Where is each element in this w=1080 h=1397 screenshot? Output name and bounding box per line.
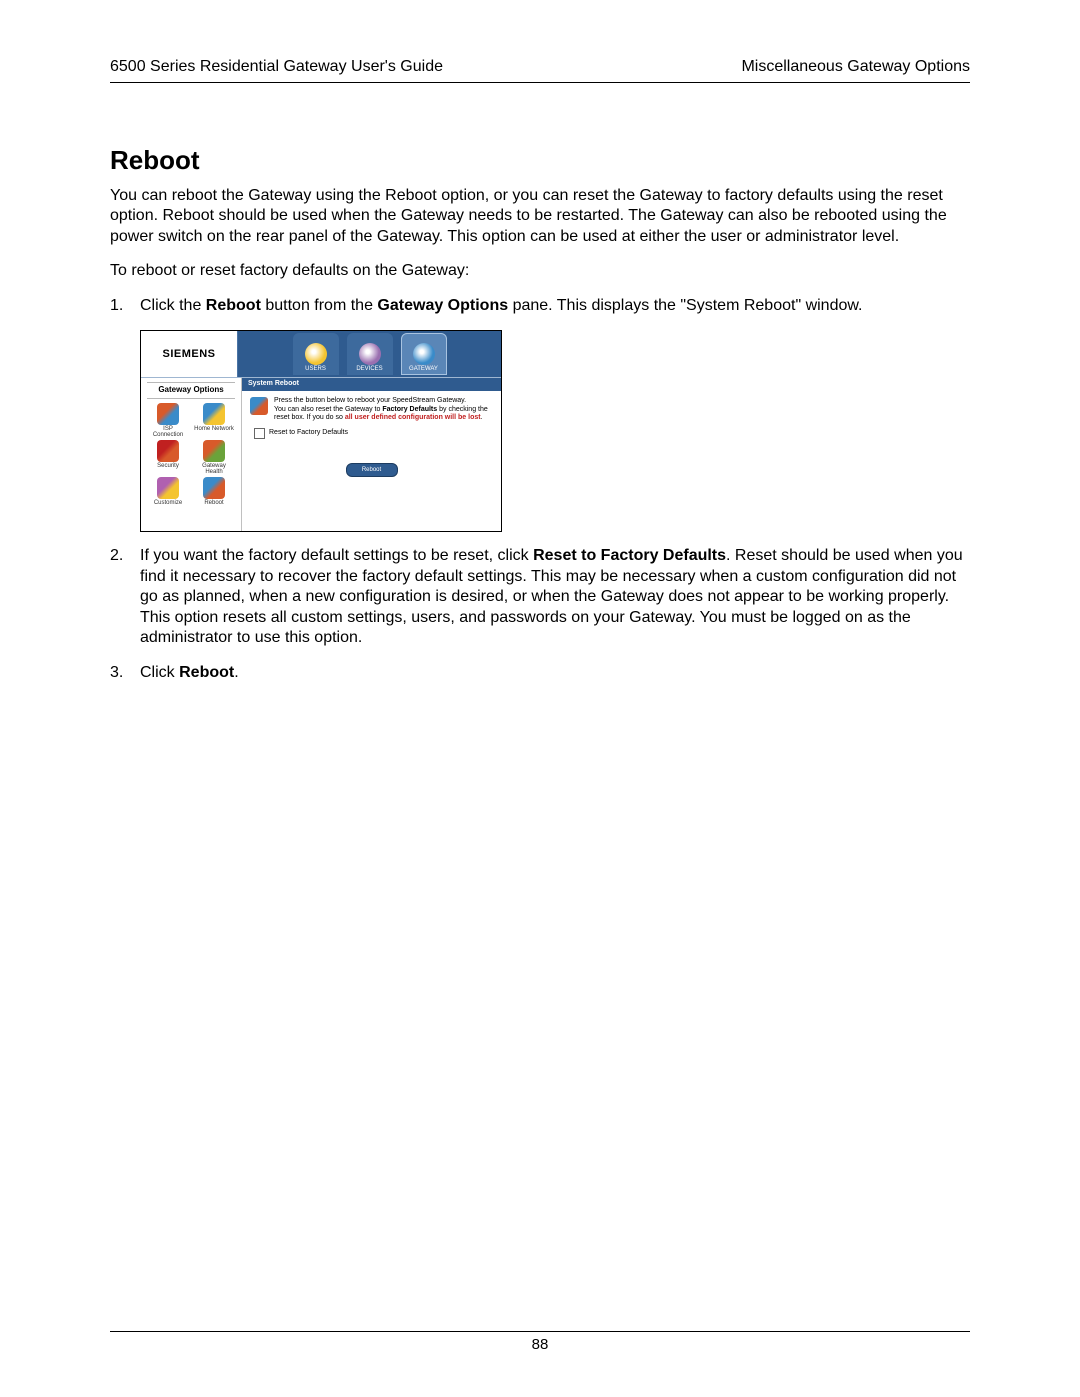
- header-left: 6500 Series Residential Gateway User's G…: [110, 58, 443, 76]
- sidebar-item-icon: [157, 440, 179, 462]
- reset-checkbox-row: Reset to Factory Defaults: [254, 428, 493, 439]
- content-message: Press the button below to reboot your Sp…: [250, 397, 493, 422]
- text: You can also reset the Gateway to: [274, 406, 382, 413]
- tab-devices[interactable]: DEVICES: [347, 333, 393, 375]
- step-2: 2. If you want the factory default setti…: [110, 546, 970, 648]
- sidebar-item-icon: [157, 403, 179, 425]
- sidebar-item-label: Gateway Health: [194, 463, 234, 475]
- screenshot-main: Gateway Options ISP Connection Home Netwo…: [141, 377, 501, 531]
- text: pane. This displays the "System Reboot" …: [508, 297, 862, 314]
- step-number: 2.: [110, 546, 140, 648]
- reboot-icon: [250, 397, 268, 415]
- gateway-icon: [413, 343, 435, 365]
- tab-label: DEVICES: [356, 366, 382, 374]
- text: .: [234, 664, 238, 681]
- sidebar-item[interactable]: Security: [157, 440, 179, 475]
- step-number: 1.: [110, 296, 140, 316]
- page-footer: 88: [110, 1331, 970, 1353]
- sidebar-item-icon: [157, 477, 179, 499]
- lead-in-paragraph: To reboot or reset factory defaults on t…: [110, 261, 970, 281]
- document-page: 6500 Series Residential Gateway User's G…: [0, 0, 1080, 1397]
- siemens-logo: SIEMENS: [141, 331, 238, 377]
- sidebar-item[interactable]: Customize: [154, 477, 182, 506]
- sidebar-item[interactable]: ISP Connection: [148, 403, 188, 438]
- sidebar-item-icon: [203, 477, 225, 499]
- top-tabs: USERS DEVICES GATEWAY: [238, 331, 501, 377]
- sidebar-item-label: ISP Connection: [148, 426, 188, 438]
- content-panel: System Reboot Press the button below to …: [242, 378, 501, 531]
- tab-label: GATEWAY: [409, 366, 438, 374]
- step-body: Click Reboot.: [140, 663, 970, 683]
- content-body: Press the button below to reboot your Sp…: [242, 391, 501, 531]
- bold-gateway-options: Gateway Options: [377, 297, 508, 314]
- sidebar-title: Gateway Options: [147, 382, 235, 398]
- sidebar-grid: ISP Connection Home Network Security Gatewa…: [148, 403, 234, 506]
- tab-label: USERS: [305, 366, 326, 374]
- section-title: Reboot: [110, 145, 970, 176]
- tab-gateway[interactable]: GATEWAY: [401, 333, 447, 375]
- text: Click: [140, 664, 179, 681]
- bold-reboot: Reboot: [179, 664, 234, 681]
- reset-checkbox-label: Reset to Factory Defaults: [269, 429, 348, 438]
- reset-checkbox[interactable]: [254, 428, 265, 439]
- steps-list: 1. Click the Reboot button from the Gate…: [110, 296, 970, 683]
- sidebar-item-label: Reboot: [204, 500, 223, 506]
- text: Click the: [140, 297, 206, 314]
- page-header: 6500 Series Residential Gateway User's G…: [110, 58, 970, 83]
- reboot-button[interactable]: Reboot: [346, 463, 398, 477]
- sidebar-item-label: Customize: [154, 500, 182, 506]
- step-number: 3.: [110, 663, 140, 683]
- sidebar-item-label: Home Network: [194, 426, 234, 432]
- sidebar-item[interactable]: Home Network: [194, 403, 234, 438]
- bold-factory-defaults: Factory Defaults: [382, 406, 437, 413]
- bold-reboot: Reboot: [206, 297, 261, 314]
- text: button from the: [261, 297, 378, 314]
- sidebar-item-icon: [203, 403, 225, 425]
- bold-reset-to-factory: Reset to Factory Defaults: [533, 547, 726, 564]
- header-right: Miscellaneous Gateway Options: [741, 58, 970, 76]
- content-title-bar: System Reboot: [242, 378, 501, 391]
- system-reboot-screenshot: SIEMENS USERS DEVICES GATEWAY: [140, 330, 502, 532]
- sidebar-item-icon: [203, 440, 225, 462]
- intro-paragraph: You can reboot the Gateway using the Reb…: [110, 186, 970, 247]
- sidebar-item[interactable]: Gateway Health: [194, 440, 234, 475]
- sidebar-item-label: Security: [157, 463, 179, 469]
- step-body: Click the Reboot button from the Gateway…: [140, 296, 970, 316]
- tab-users[interactable]: USERS: [293, 333, 339, 375]
- step-body: If you want the factory default settings…: [140, 546, 970, 648]
- devices-icon: [359, 343, 381, 365]
- page-number: 88: [532, 1336, 549, 1353]
- sidebar: Gateway Options ISP Connection Home Netwo…: [141, 378, 242, 531]
- users-icon: [305, 343, 327, 365]
- step-1: 1. Click the Reboot button from the Gate…: [110, 296, 970, 316]
- step-3: 3. Click Reboot.: [110, 663, 970, 683]
- warning-text: all user defined configuration will be l…: [345, 414, 481, 421]
- content-text: Press the button below to reboot your Sp…: [274, 397, 493, 422]
- sidebar-item[interactable]: Reboot: [203, 477, 225, 506]
- text: If you want the factory default settings…: [140, 547, 533, 564]
- text: .: [481, 414, 483, 421]
- text: Press the button below to reboot your Sp…: [274, 397, 466, 404]
- screenshot-header: SIEMENS USERS DEVICES GATEWAY: [141, 331, 501, 377]
